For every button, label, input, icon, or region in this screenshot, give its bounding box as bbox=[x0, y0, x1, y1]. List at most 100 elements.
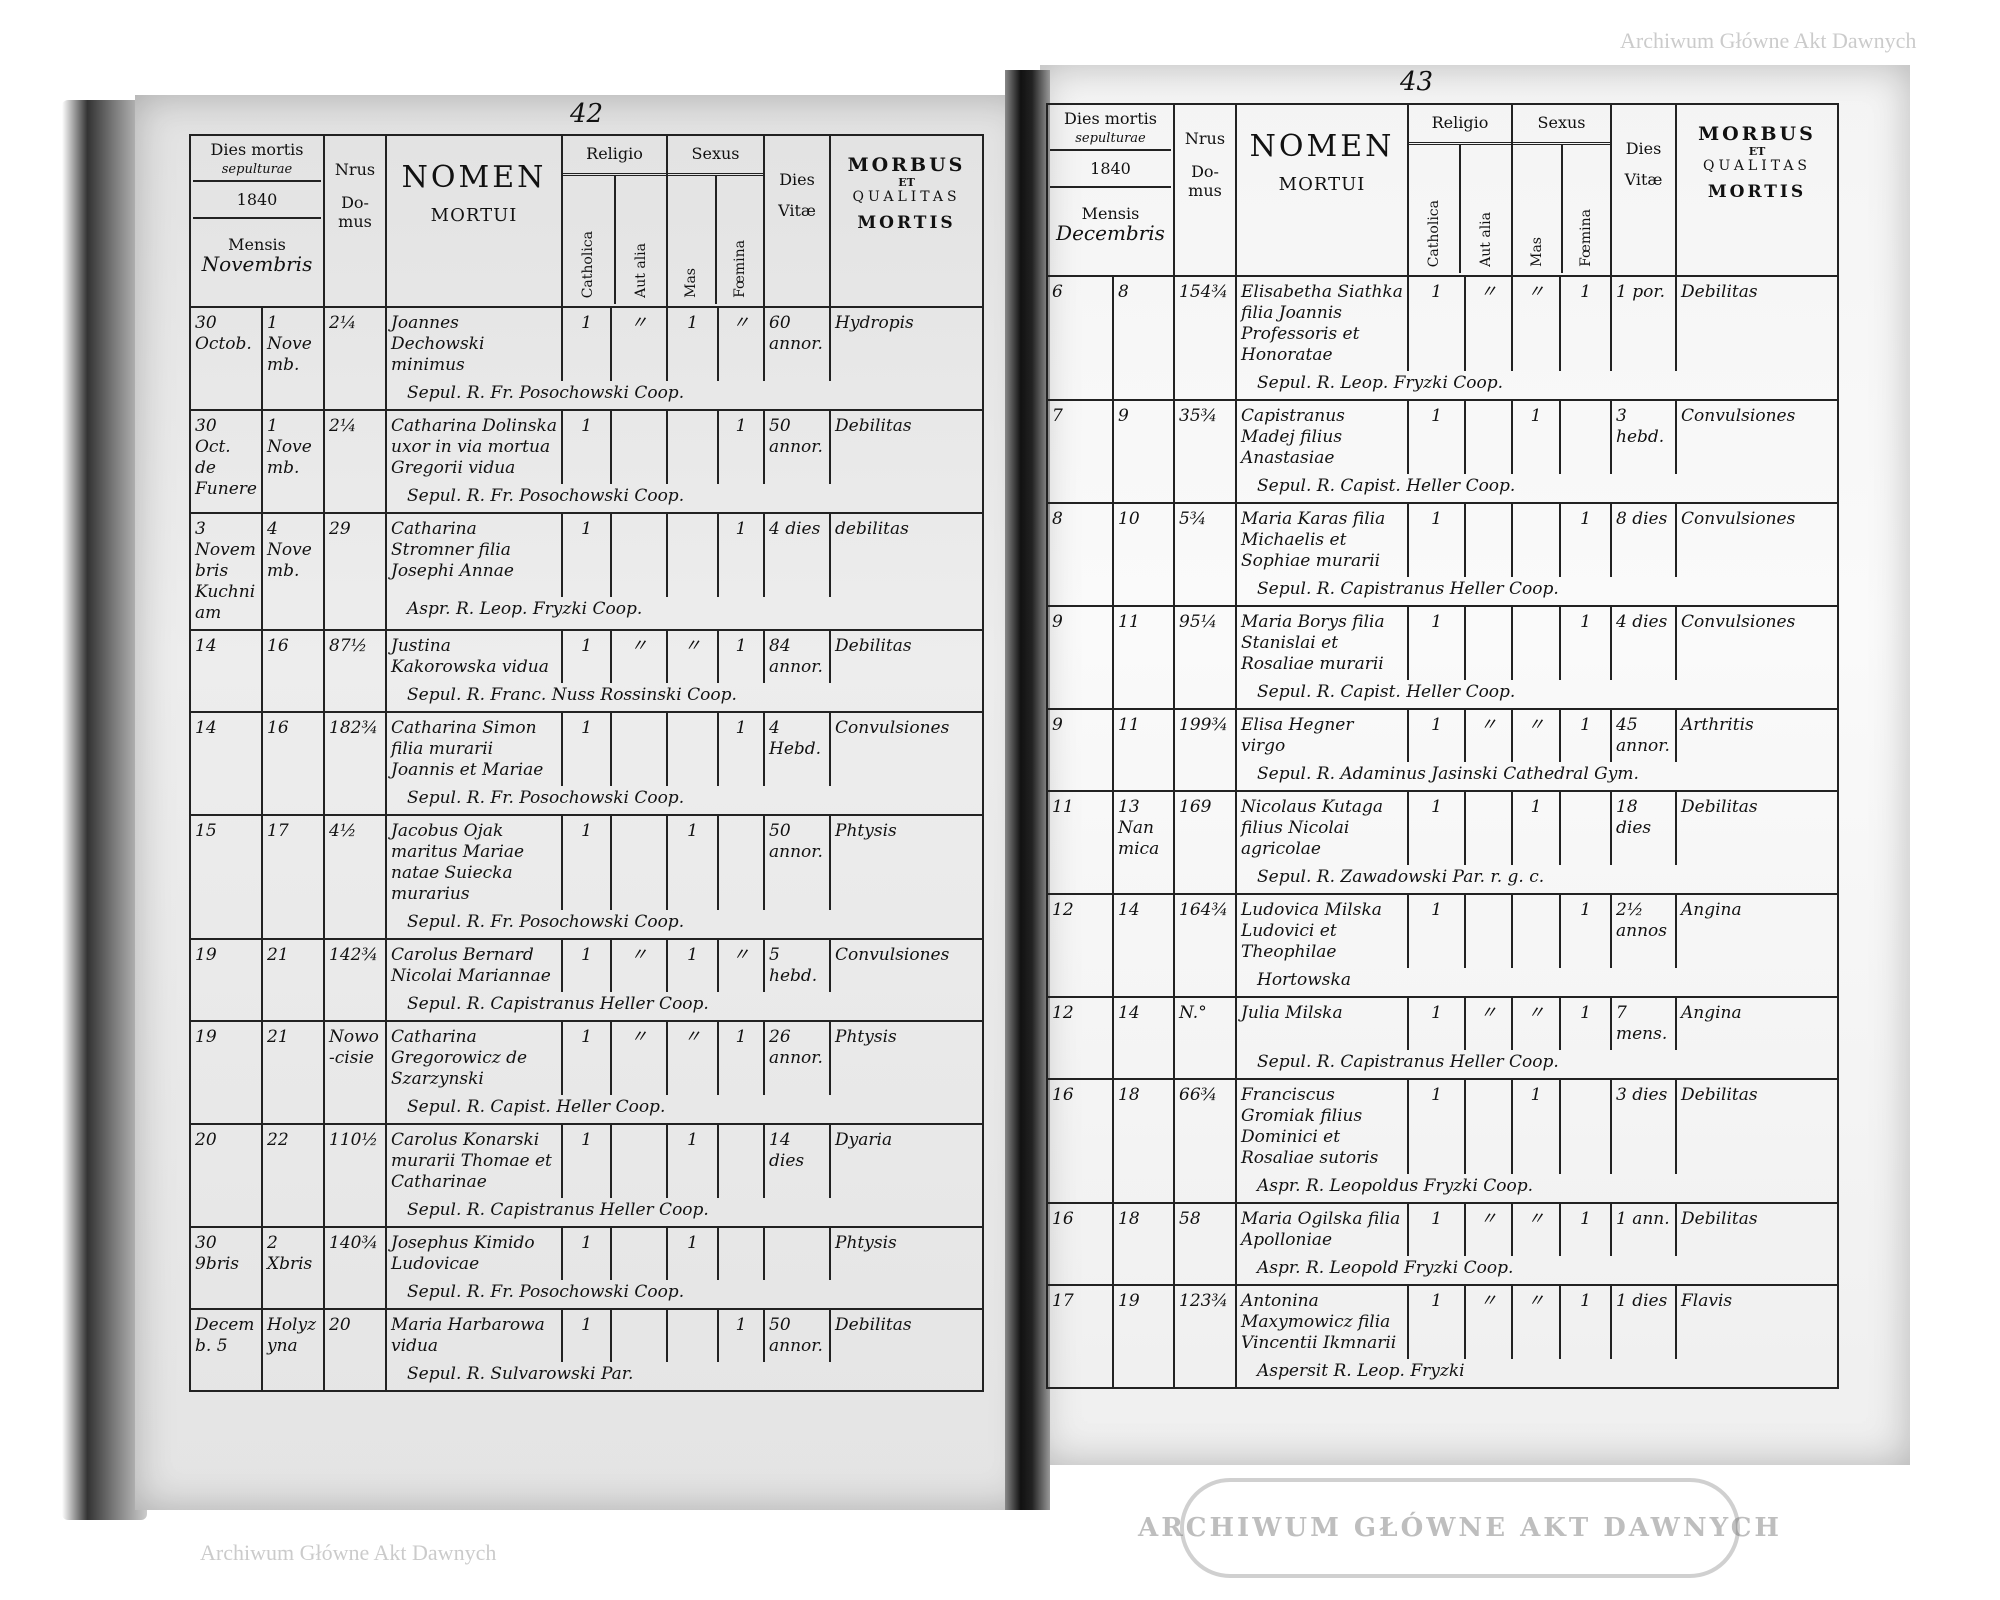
cell-vitae: 84 annor. bbox=[769, 636, 823, 677]
register-row: 3 Novembris Kuchniam 4 Novemb. 29 Catharina… bbox=[189, 511, 985, 631]
burial-note: Sepul. R. Fr. Posochowski Coop. bbox=[407, 486, 685, 506]
cell-vitae: 4 dies bbox=[1616, 612, 1668, 632]
cell-death: 15 bbox=[195, 821, 217, 841]
cell-domus: N.° bbox=[1179, 1003, 1207, 1023]
register-row-note: Hortowska bbox=[1047, 968, 1839, 998]
cell-death: 30 9bris bbox=[195, 1233, 239, 1274]
cell-name: Capistranus Madej filius Anastasiae bbox=[1241, 406, 1345, 468]
cell-burial: 8 bbox=[1118, 282, 1129, 302]
cell-fem: 1 bbox=[735, 1315, 747, 1335]
cell-burial: 11 bbox=[1118, 612, 1140, 632]
cell-morbus: Hydropis bbox=[835, 313, 914, 333]
cell-morbus: Angina bbox=[1681, 1003, 1742, 1023]
cell-cath: 1 bbox=[581, 313, 592, 333]
cell-burial: 1 Novemb. bbox=[267, 313, 312, 375]
cell-cath: 1 bbox=[1431, 1003, 1442, 1023]
burial-note: Hortowska bbox=[1257, 970, 1351, 990]
cell-domus: 154¾ bbox=[1179, 282, 1228, 302]
cell-mas: 1 bbox=[687, 1233, 698, 1253]
register-row: 11 13 Nanmica 169 Nicolaus Kutaga filius Ni… bbox=[1046, 790, 1839, 895]
cell-death: 19 bbox=[195, 945, 217, 965]
header-dies-vitae: Dies Vitæ bbox=[1610, 103, 1677, 277]
cell-name: Maria Karas filia Michaelis et Sophiae m… bbox=[1241, 509, 1386, 571]
cell-name: Catharina Gregorowicz de Szarzynski bbox=[391, 1027, 528, 1089]
register-row-note: Sepul. R. Capist. Heller Coop. bbox=[1047, 474, 1839, 504]
cell-cath: 1 bbox=[581, 718, 592, 738]
cell-death: 9 bbox=[1052, 612, 1063, 632]
cell-vitae: 50 annor. bbox=[769, 416, 823, 457]
register-row-note: Sepul. R. Capistranus Heller Coop. bbox=[190, 992, 985, 1022]
cell-domus: 4½ bbox=[329, 821, 357, 841]
cell-alia: 〃 bbox=[1480, 1291, 1497, 1311]
cell-burial: 16 bbox=[267, 718, 289, 738]
cell-burial: 14 bbox=[1118, 1003, 1140, 1023]
header-morbus: MORBUS ET QUALITAS MORTIS bbox=[829, 134, 985, 308]
cell-cath: 1 bbox=[581, 636, 592, 656]
cell-name: Justina Kakorowska vidua bbox=[391, 636, 549, 677]
cell-burial: 2 Xbris bbox=[267, 1233, 313, 1274]
cell-burial: 18 bbox=[1118, 1085, 1140, 1105]
cell-vitae: 50 annor. bbox=[769, 1315, 823, 1356]
cell-domus: 140¾ bbox=[329, 1233, 378, 1253]
burial-note: Sepul. R. Franc. Nuss Rossinski Coop. bbox=[407, 685, 737, 705]
cell-death: 3 Novembris Kuchniam bbox=[195, 519, 256, 623]
cell-name: Antonina Maxymowicz filia Vincentii Ikmn… bbox=[1241, 1291, 1397, 1353]
cell-fem: 〃 bbox=[732, 313, 750, 333]
cell-morbus: Convulsiones bbox=[835, 718, 950, 738]
cell-morbus: Debilitas bbox=[835, 636, 912, 656]
cell-vitae: 4 dies bbox=[769, 519, 821, 539]
cell-domus: 164¾ bbox=[1179, 900, 1228, 920]
cell-morbus: Phtysis bbox=[835, 1027, 897, 1047]
cell-morbus: Debilitas bbox=[1681, 797, 1758, 817]
cell-fem: 1 bbox=[735, 1027, 747, 1047]
cell-burial: Holyzyna bbox=[267, 1315, 317, 1356]
cell-domus: 169 bbox=[1179, 797, 1212, 817]
cell-name: Catharina Stromner filia Josephi Annae bbox=[391, 519, 514, 581]
cell-burial: 17 bbox=[267, 821, 289, 841]
burial-note: Aspr. R. Leopoldus Fryzki Coop. bbox=[1257, 1176, 1534, 1196]
register-row-note: Sepul. R. Capist. Heller Coop. bbox=[1047, 680, 1839, 710]
cell-burial: 22 bbox=[267, 1130, 289, 1150]
cell-burial: 1 Novemb. bbox=[267, 416, 312, 478]
cell-death: 16 bbox=[1052, 1085, 1074, 1105]
cell-fem: 1 bbox=[1580, 1291, 1591, 1311]
cell-vitae: 1 ann. bbox=[1616, 1209, 1670, 1229]
cell-morbus: Phtysis bbox=[835, 821, 897, 841]
header-religio: Religio Catholica Aut alia bbox=[1407, 103, 1513, 277]
register-row: 9 11 95¼ Maria Borys filia Stanislai et Ros… bbox=[1046, 605, 1839, 710]
burial-note: Sepul. R. Fr. Posochowski Coop. bbox=[407, 383, 685, 403]
cell-alia: 〃 bbox=[1480, 1003, 1497, 1023]
cell-death: 6 bbox=[1052, 282, 1063, 302]
cell-death: 11 bbox=[1052, 797, 1074, 817]
cell-mas: 〃 bbox=[684, 636, 702, 656]
cell-domus: 58 bbox=[1179, 1209, 1201, 1229]
register-row: 15 17 4½ Jacobus Ojak maritus Mariae natae … bbox=[189, 814, 985, 940]
cell-name: Maria Harbarowa vidua bbox=[391, 1315, 545, 1356]
cell-vitae: 60 annor. bbox=[769, 313, 823, 354]
register-table-left: Dies mortis sepulturae 1840 Mensis Novem… bbox=[188, 134, 985, 1392]
cell-death: 7 bbox=[1052, 406, 1063, 426]
register-row: 8 10 5¾ Maria Karas filia Michaelis et Soph… bbox=[1046, 502, 1839, 607]
cell-burial: 4 Novemb. bbox=[267, 519, 312, 581]
cell-cath: 1 bbox=[1431, 1291, 1442, 1311]
register-row: 30 9bris 2 Xbris 140¾ Josephus Kimido Ludov… bbox=[189, 1226, 985, 1310]
cell-vitae: 26 annor. bbox=[769, 1027, 823, 1068]
watermark-right: Archiwum Główne Akt Dawnych bbox=[1620, 28, 1917, 53]
header-morbus: MORBUS ET QUALITAS MORTIS bbox=[1675, 103, 1839, 277]
cell-vitae: 1 por. bbox=[1616, 282, 1665, 302]
burial-note: Sepul. R. Sulvarowski Par. bbox=[407, 1364, 634, 1384]
cell-mas: 〃 bbox=[1527, 282, 1545, 302]
cell-cath: 1 bbox=[581, 1130, 592, 1150]
register-row-note: Aspr. R. Leopold Fryzki Coop. bbox=[1047, 1256, 1839, 1286]
burial-note: Sepul. R. Capistranus Heller Coop. bbox=[1257, 1052, 1559, 1072]
burial-note: Sepul. R. Leop. Fryzki Coop. bbox=[1257, 373, 1504, 393]
cell-domus: 2¼ bbox=[329, 313, 357, 333]
cell-cath: 1 bbox=[581, 821, 592, 841]
header-religio: Religio Catholica Aut alia bbox=[561, 134, 669, 308]
register-row: 19 21 Nowo-cisie Catharina Gregorowicz de S… bbox=[189, 1020, 985, 1125]
register-row-note: Sepul. R. Fr. Posochowski Coop. bbox=[190, 1280, 985, 1310]
cell-cath: 1 bbox=[1431, 715, 1442, 735]
register-row-note: Sepul. R. Capistranus Heller Coop. bbox=[1047, 1050, 1839, 1080]
cell-domus: 29 bbox=[329, 519, 351, 539]
cell-mas: 〃 bbox=[684, 1027, 702, 1047]
